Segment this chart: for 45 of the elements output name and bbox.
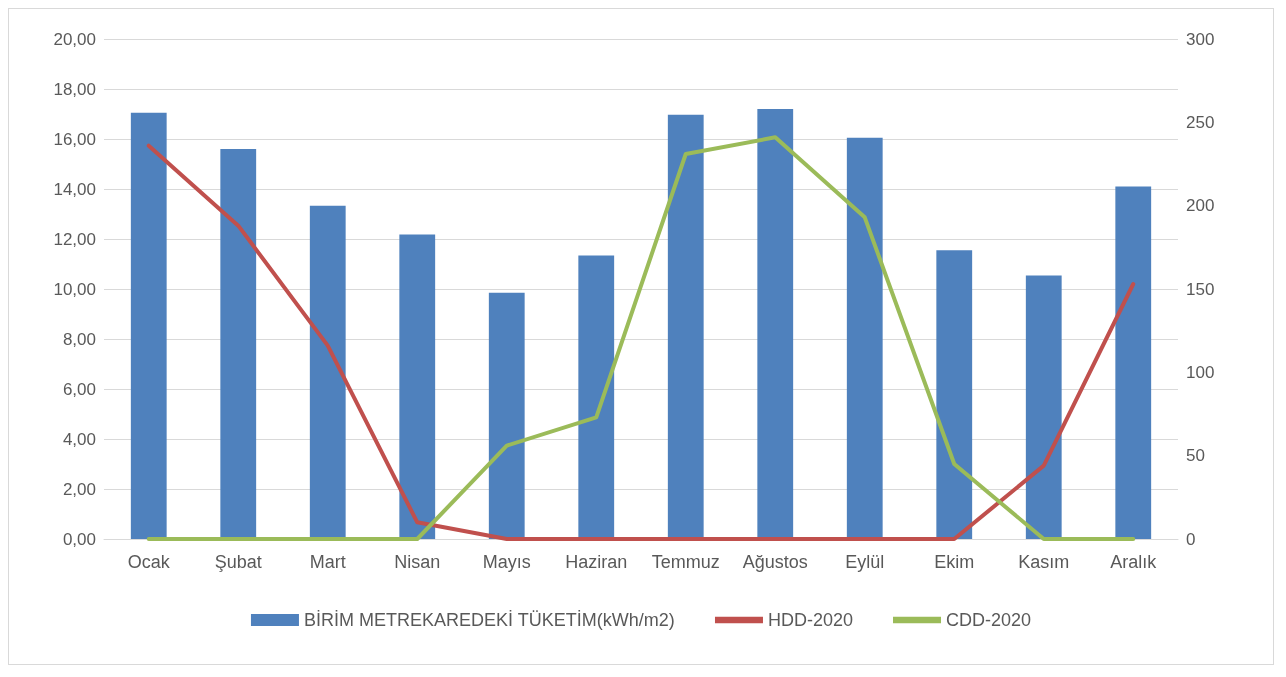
y2-tick-label: 100 [1186, 362, 1215, 382]
x-tick-label: Eylül [845, 552, 885, 572]
bar [667, 114, 704, 539]
legend-label: HDD-2020 [767, 610, 854, 630]
bar [846, 137, 883, 539]
x-tick-label: Ekim [934, 552, 975, 572]
y-tick-label: 0,00 [62, 529, 96, 549]
y2-tick-label: 50 [1186, 446, 1205, 466]
bar [757, 109, 794, 539]
x-tick-label: Mart [309, 552, 346, 572]
x-tick-label: Nisan [394, 552, 441, 572]
bar [1025, 275, 1062, 539]
y-tick-label: 6,00 [62, 379, 96, 399]
legend-label: CDD-2020 [946, 610, 1032, 630]
y2-tick-label: 150 [1186, 279, 1215, 299]
y-tick-label: 12,00 [53, 229, 96, 249]
bar [309, 205, 346, 539]
bar [1115, 186, 1152, 539]
x-tick-label: Aralık [1110, 552, 1158, 572]
x-tick-label: Kasım [1018, 552, 1070, 572]
y-tick-label: 8,00 [62, 329, 96, 349]
bar [936, 250, 973, 539]
x-tick-label: Mayıs [482, 552, 531, 572]
y-tick-label: 4,00 [62, 429, 96, 449]
x-tick-label: Şubat [214, 552, 262, 572]
bar [488, 292, 525, 539]
y2-tick-label: 250 [1186, 112, 1215, 132]
x-tick-label: Ocak [127, 552, 171, 572]
bar [578, 255, 615, 539]
bar [399, 234, 436, 539]
y-tick-label: 2,00 [62, 479, 96, 499]
y-tick-label: 10,00 [53, 279, 96, 299]
bar [220, 149, 257, 539]
y-tick-label: 18,00 [53, 79, 96, 99]
y-tick-label: 16,00 [53, 129, 96, 149]
y2-tick-label: 300 [1186, 29, 1215, 49]
y2-tick-label: 0 [1186, 529, 1196, 549]
x-tick-label: Temmuz [651, 552, 720, 572]
y2-tick-label: 200 [1186, 196, 1215, 216]
y-tick-label: 14,00 [53, 179, 96, 199]
bar [130, 112, 167, 539]
y-tick-label: 20,00 [53, 29, 96, 49]
legend-label: BİRİM METREKAREDEKİ TÜKETİM(kWh/m2) [303, 610, 675, 630]
x-tick-label: Ağustos [742, 552, 808, 572]
x-tick-label: Haziran [565, 552, 628, 572]
